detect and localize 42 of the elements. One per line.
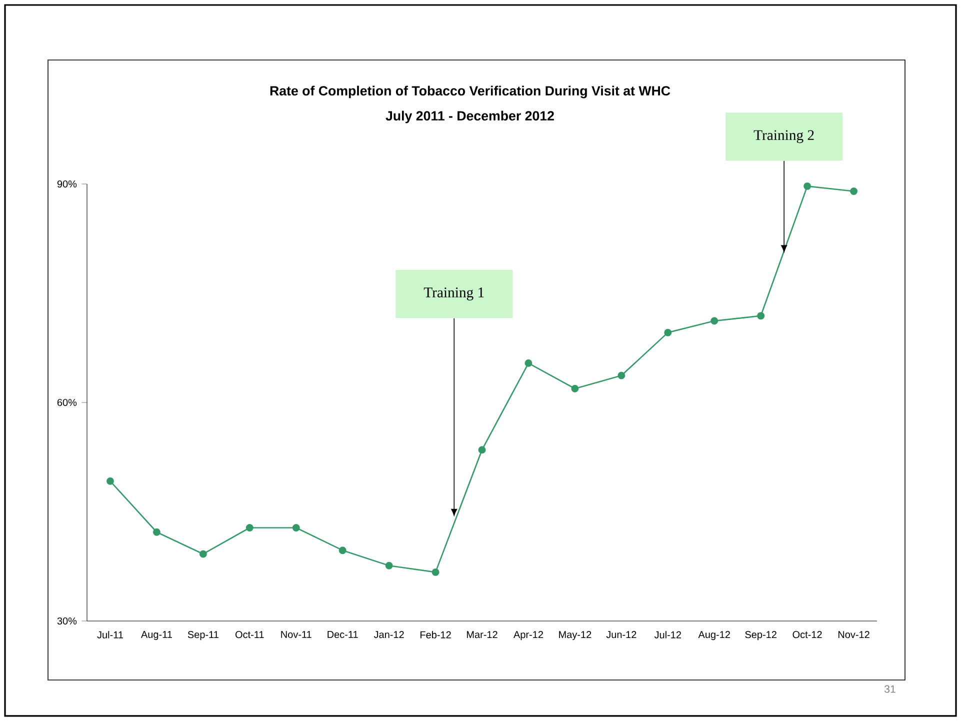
point bbox=[385, 562, 393, 570]
x-tick-label: Jul-12 bbox=[654, 631, 681, 638]
x-tick-label: Jun-12 bbox=[606, 631, 636, 638]
point bbox=[664, 328, 672, 336]
point bbox=[618, 372, 626, 380]
point bbox=[524, 359, 532, 367]
x-tick-label: Aug-12 bbox=[698, 631, 730, 640]
point bbox=[850, 188, 858, 196]
chart-title: Rate of Completion of Tobacco Verification During Visit at WHC bbox=[270, 86, 670, 98]
y-tick-label: 60% bbox=[57, 398, 77, 406]
point bbox=[246, 524, 254, 532]
x-tick-label: Nov-12 bbox=[838, 631, 870, 638]
point bbox=[710, 317, 718, 325]
x-tick-label: May-12 bbox=[559, 631, 592, 640]
point bbox=[432, 568, 440, 576]
x-tick-label: Aug-11 bbox=[140, 631, 172, 640]
annotation: Training 2 bbox=[754, 130, 814, 144]
x-tick-label: Oct-11 bbox=[236, 631, 264, 638]
x-tick-label: Mar-12 bbox=[466, 631, 498, 638]
x-tick-label: Feb-12 bbox=[420, 631, 451, 638]
point bbox=[152, 528, 160, 536]
point bbox=[478, 446, 486, 454]
annotation: Training 1 bbox=[424, 288, 484, 300]
x-tick-label: Sep-11 bbox=[188, 631, 218, 640]
chart-subtitle: July 2011 - December 2012 bbox=[386, 110, 554, 124]
x-tick-label: Sep-12 bbox=[745, 631, 776, 640]
point bbox=[804, 182, 812, 190]
point bbox=[292, 524, 300, 532]
y-tick-label: 90% bbox=[57, 180, 77, 188]
x-tick-label: Apr-12 bbox=[513, 631, 543, 640]
x-tick-label: Dec-11 bbox=[328, 631, 358, 638]
x-tick-label: Jan-12 bbox=[374, 631, 404, 638]
point bbox=[106, 477, 114, 485]
point bbox=[571, 384, 579, 392]
text: 31 bbox=[884, 685, 896, 693]
x-tick-label: Nov-11 bbox=[281, 631, 312, 638]
x-tick-label: Oct-12 bbox=[792, 631, 822, 638]
y-tick-label: 30% bbox=[57, 617, 77, 625]
point bbox=[757, 312, 765, 320]
point bbox=[338, 546, 346, 554]
x-tick-label: Jul-11 bbox=[97, 631, 124, 638]
point bbox=[199, 550, 207, 558]
